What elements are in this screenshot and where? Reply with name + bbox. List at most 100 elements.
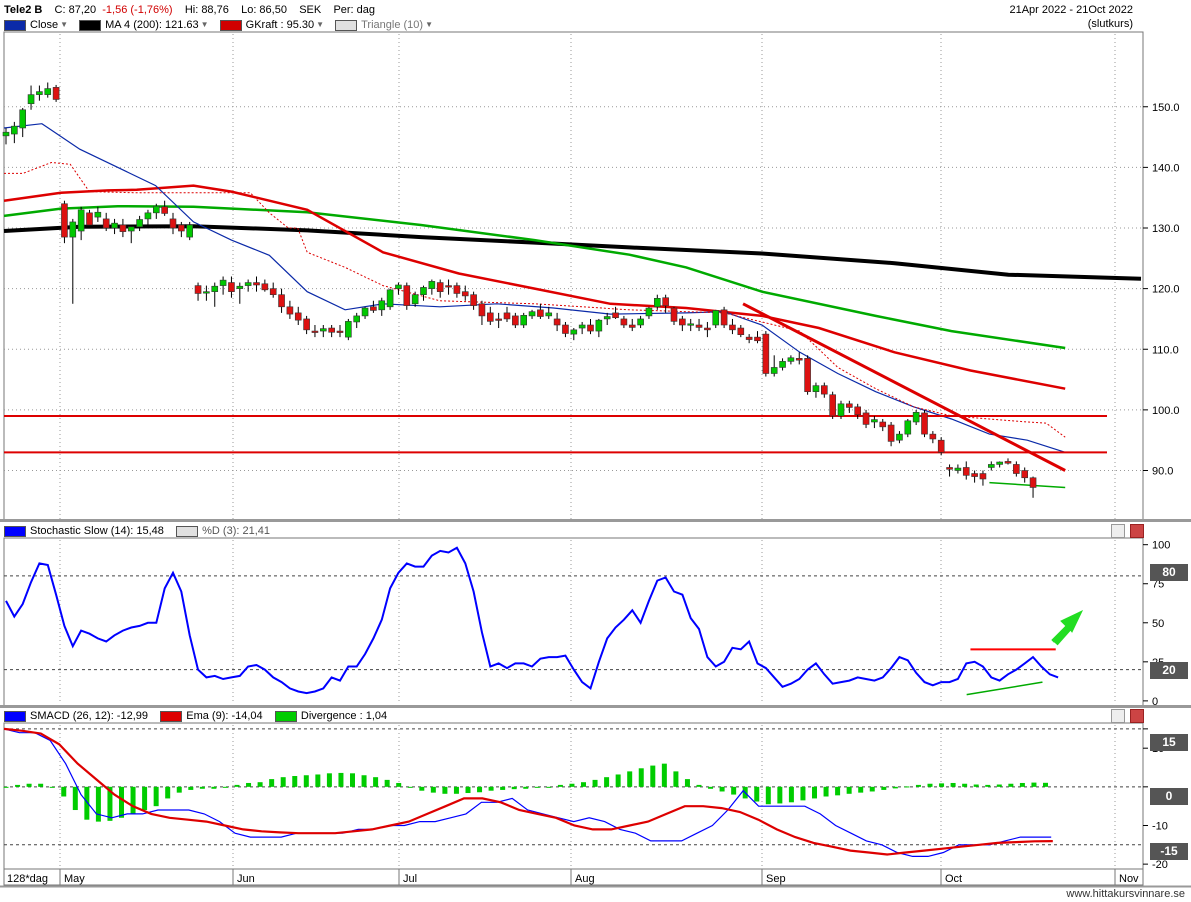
close-icon[interactable] bbox=[1130, 709, 1144, 723]
candle-body bbox=[303, 318, 310, 331]
candle-body bbox=[645, 307, 653, 317]
candle-body bbox=[461, 291, 469, 297]
price-support-line bbox=[989, 481, 1066, 489]
price-tick-label: 140.0 bbox=[1152, 162, 1180, 174]
divergence-bar bbox=[765, 786, 771, 805]
divergence-bar bbox=[950, 782, 956, 787]
chevron-down-icon[interactable]: ▼ bbox=[316, 20, 325, 30]
candle-body bbox=[804, 358, 811, 392]
stoch-d-legend-label: %D (3): 21,41 bbox=[202, 525, 271, 537]
macd-level-15-badge: 15 bbox=[1150, 734, 1188, 751]
candle-body bbox=[102, 218, 110, 229]
x-axis-strip bbox=[3, 868, 1144, 886]
downtrend-line bbox=[742, 302, 1066, 472]
candle-body bbox=[219, 279, 227, 286]
divergence-bar bbox=[361, 775, 367, 787]
divergence-bar bbox=[511, 786, 517, 790]
divergence-bar bbox=[373, 777, 379, 787]
candle-body bbox=[319, 328, 327, 332]
candle-body bbox=[311, 330, 319, 333]
candle-body bbox=[795, 358, 803, 361]
divergence-bar bbox=[800, 786, 806, 801]
macd-legend: SMACD (26, 12): -12,99 Ema (9): -14,04 D… bbox=[4, 709, 387, 723]
candle-body bbox=[161, 206, 168, 214]
ema-line bbox=[3, 727, 1053, 856]
candle-body bbox=[912, 411, 920, 423]
candle-body bbox=[837, 403, 845, 417]
divergence-bar bbox=[1031, 782, 1037, 787]
month-label: Jun bbox=[237, 873, 255, 885]
divergence-bar bbox=[696, 784, 702, 787]
divergence-bar bbox=[523, 786, 529, 789]
candle-body bbox=[653, 298, 661, 308]
divergence-bar bbox=[326, 773, 332, 787]
divergence-bar bbox=[234, 784, 240, 787]
divergence-bar bbox=[107, 786, 113, 821]
divergence-bar bbox=[211, 786, 217, 789]
candle-body bbox=[603, 316, 611, 320]
stoch-level-20-badge: 20 bbox=[1150, 662, 1188, 679]
candle-body bbox=[286, 306, 294, 315]
divergence-bar bbox=[915, 784, 921, 787]
candle-body bbox=[436, 282, 444, 292]
divergence-bar bbox=[823, 786, 829, 797]
chevron-down-icon[interactable]: ▼ bbox=[60, 20, 69, 30]
macd-legend-label: SMACD (26, 12): -12,99 bbox=[30, 710, 148, 722]
divergence-bar bbox=[292, 776, 298, 787]
divergence-bar bbox=[396, 782, 402, 787]
divergence-bar bbox=[176, 786, 182, 793]
candle-body bbox=[453, 285, 461, 294]
divergence-bar bbox=[338, 772, 344, 787]
stoch-d-legend-swatch bbox=[176, 525, 199, 537]
candle-body bbox=[361, 307, 369, 317]
divergence-bar bbox=[731, 786, 737, 795]
candle-body bbox=[178, 224, 185, 232]
price-tick-label: 110.0 bbox=[1152, 344, 1179, 356]
candle-body bbox=[578, 324, 586, 329]
candle-body bbox=[244, 282, 252, 286]
candle-body bbox=[19, 109, 27, 129]
candle-body bbox=[1004, 461, 1012, 464]
candle-body bbox=[987, 464, 995, 468]
wrench-icon[interactable] bbox=[1111, 709, 1125, 723]
candle-body bbox=[86, 212, 93, 226]
divergence-bar bbox=[419, 786, 425, 791]
ma-line bbox=[3, 204, 1066, 350]
symbol-label: Tele2 B bbox=[4, 4, 43, 16]
candle-body bbox=[186, 224, 193, 238]
month-label: Nov bbox=[1119, 873, 1139, 885]
divergence-bar bbox=[315, 774, 321, 787]
ema-legend-swatch bbox=[160, 710, 183, 722]
candle-body bbox=[737, 327, 745, 335]
high-value: Hi: 88,76 bbox=[184, 4, 229, 16]
candle-body bbox=[729, 324, 736, 331]
chevron-down-icon[interactable]: ▼ bbox=[425, 20, 433, 30]
candle-body bbox=[745, 336, 753, 340]
candle-body bbox=[386, 289, 394, 308]
candle-body bbox=[203, 291, 210, 294]
gkraft-legend-label: GKraft : 95.30 bbox=[245, 19, 315, 31]
candle-body bbox=[595, 319, 603, 332]
candle-body bbox=[979, 473, 987, 480]
divergence-bar bbox=[661, 763, 667, 787]
stoch-tick-label: 50 bbox=[1152, 618, 1164, 630]
candle-body bbox=[411, 294, 419, 305]
candle-body bbox=[528, 311, 536, 317]
divergence-bar bbox=[846, 786, 852, 794]
chevron-down-icon[interactable]: ▼ bbox=[200, 20, 209, 30]
wrench-icon[interactable] bbox=[1111, 524, 1125, 538]
currency-label: SEK bbox=[299, 4, 322, 16]
divergence-bar bbox=[708, 786, 714, 789]
candle-body bbox=[562, 324, 569, 334]
candle-body bbox=[111, 222, 118, 229]
month-label: Jul bbox=[403, 873, 417, 885]
close-legend-swatch bbox=[4, 19, 26, 31]
close-icon[interactable] bbox=[1130, 524, 1144, 538]
candle-body bbox=[294, 312, 302, 321]
divergence-bar bbox=[927, 783, 933, 787]
divergence-bar bbox=[1019, 782, 1025, 787]
price-tick-label: 150.0 bbox=[1152, 102, 1180, 114]
month-label: May bbox=[64, 873, 85, 885]
candle-body bbox=[169, 218, 177, 229]
